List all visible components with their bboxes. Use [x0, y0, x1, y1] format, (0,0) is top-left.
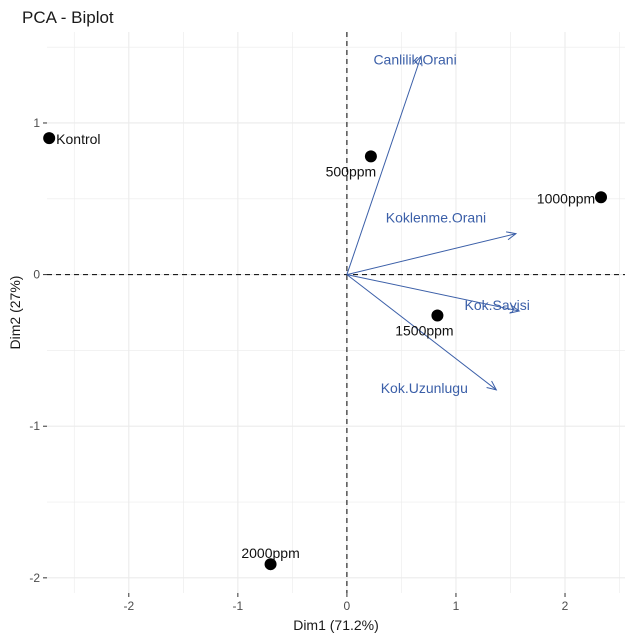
- point-label: 1500ppm: [395, 323, 453, 339]
- chart-title: PCA - Biplot: [22, 8, 114, 27]
- data-point: [43, 132, 56, 145]
- variable-arrow-head: [486, 380, 498, 391]
- data-point: [264, 558, 277, 571]
- variable-arrows: Canlilik.Orani Koklenme.Orani Kok.Sayisi Ko…: [346, 51, 530, 396]
- data-point: [431, 309, 444, 322]
- x-tick-label: 0: [344, 599, 351, 613]
- data-point: [364, 150, 377, 163]
- point-label: 1000ppm: [537, 190, 595, 206]
- grid: [47, 32, 625, 593]
- variable-arrow: [346, 274, 497, 391]
- y-tick-label: 0: [33, 268, 40, 282]
- y-tick-label: 1: [33, 116, 40, 130]
- point-label: Kontrol: [56, 131, 100, 147]
- point-label: 2000ppm: [241, 545, 299, 561]
- x-tick-label: 1: [453, 599, 460, 613]
- variable-label: Kok.Uzunlugu: [381, 380, 468, 396]
- y-tick-label: -2: [29, 571, 40, 585]
- variable-arrow: [346, 274, 520, 312]
- individual-points: Kontrol 500ppm 1000ppm 1500ppm 2000ppm: [43, 131, 608, 571]
- data-point: [595, 191, 608, 204]
- variable-label: Koklenme.Orani: [386, 210, 486, 226]
- variable-arrow-head: [413, 55, 423, 67]
- variable-arrow-head: [509, 304, 521, 314]
- y-tick-label: -1: [29, 419, 40, 433]
- x-tick-label: -1: [233, 599, 244, 613]
- y-axis-label: Dim2 (27%): [7, 276, 23, 350]
- variable-label: Kok.Sayisi: [465, 297, 530, 313]
- point-label: 500ppm: [326, 163, 377, 179]
- x-axis-label: Dim1 (71.2%): [293, 617, 379, 633]
- x-tick-label: -2: [123, 599, 134, 613]
- variable-arrow-head: [506, 231, 518, 241]
- x-tick-label: 2: [562, 599, 569, 613]
- axis-ticks: -2 -1 0 1 2 -2 -1 0 1: [29, 116, 568, 613]
- variable-arrow: [346, 56, 422, 275]
- variable-arrow: [346, 233, 517, 276]
- variable-label: Canlilik.Orani: [373, 51, 456, 67]
- reference-lines: [47, 32, 625, 593]
